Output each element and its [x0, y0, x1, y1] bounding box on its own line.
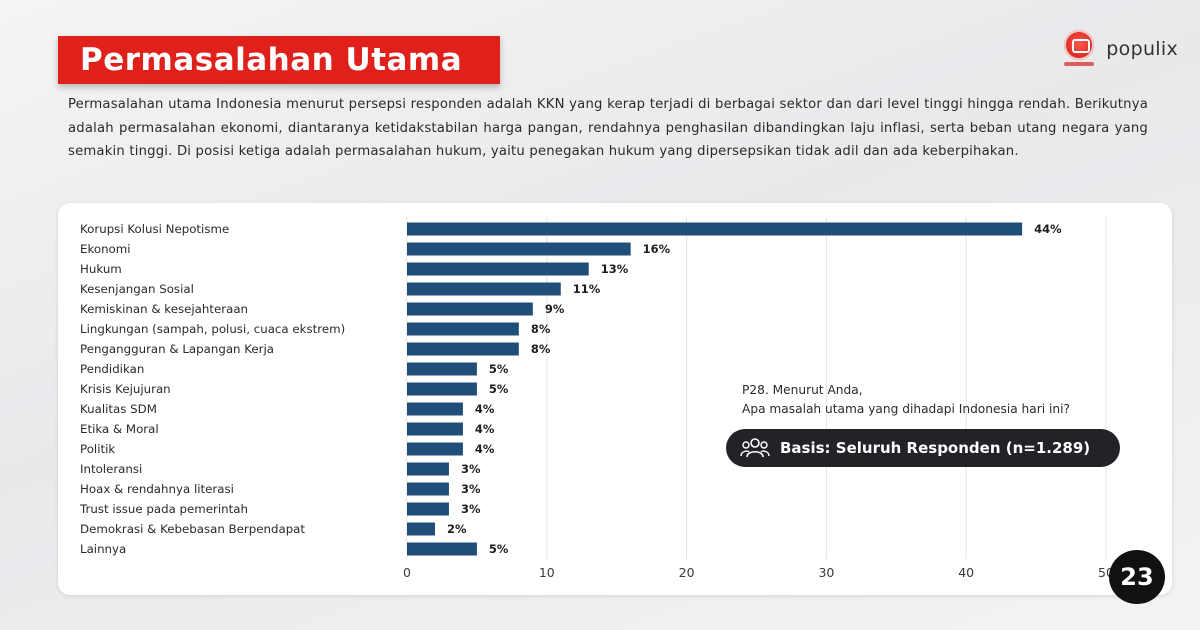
bar [407, 502, 449, 516]
x-tick-label: 30 [818, 565, 834, 580]
value-label: 16% [643, 242, 671, 256]
category-label: Kualitas SDM [80, 402, 157, 416]
category-label: Kemiskinan & kesejahteraan [80, 302, 248, 316]
value-label: 13% [601, 262, 629, 276]
category-label: Ekonomi [80, 242, 131, 256]
value-label: 5% [489, 542, 509, 556]
category-label: Kesenjangan Sosial [80, 282, 194, 296]
value-label: 8% [531, 342, 551, 356]
category-label: Demokrasi & Kebebasan Berpendapat [80, 522, 305, 536]
basis-label: Basis: Seluruh Responden (n=1.289) [780, 439, 1091, 457]
x-tick-label: 0 [403, 565, 411, 580]
x-tick-label: 40 [958, 565, 974, 580]
question-line-1: P28. Menurut Anda, [742, 383, 863, 397]
bar [407, 482, 449, 496]
category-label: Krisis Kejujuran [80, 382, 171, 396]
bar [407, 422, 463, 436]
value-label: 4% [475, 422, 495, 436]
category-label: Pengangguran & Lapangan Kerja [80, 342, 274, 356]
bar [407, 542, 477, 556]
category-label: Pendidikan [80, 362, 144, 376]
page-number-badge: 23 [1109, 550, 1165, 604]
value-label: 4% [475, 402, 495, 416]
value-label: 44% [1034, 222, 1062, 236]
bar [407, 522, 435, 536]
x-tick-label: 20 [679, 565, 695, 580]
bar [407, 382, 477, 396]
intro-paragraph: Permasalahan utama Indonesia menurut per… [68, 97, 1148, 159]
category-label: Lingkungan (sampah, polusi, cuaca ekstre… [80, 322, 345, 336]
question-line-2: Apa masalah utama yang dihadapi Indonesi… [742, 402, 1070, 416]
category-label: Hoax & rendahnya literasi [80, 482, 234, 496]
value-label: 3% [461, 482, 481, 496]
people-icon [740, 438, 770, 458]
category-label: Trust issue pada pemerintah [79, 502, 248, 516]
basis-badge: Basis: Seluruh Responden (n=1.289) [726, 429, 1120, 467]
value-label: 11% [573, 282, 601, 296]
category-label: Politik [80, 442, 115, 456]
brand-logo: populix [1106, 38, 1178, 60]
x-tick-label: 10 [539, 565, 555, 580]
category-label: Korupsi Kolusi Nepotisme [80, 222, 229, 236]
category-label: Hukum [80, 262, 122, 276]
bar [407, 322, 519, 336]
value-label: 3% [461, 462, 481, 476]
value-label: 4% [475, 442, 495, 456]
chart-card: 0 10 20 30 40 50 Korupsi Kolusi Nepotisme 44% Ek… [58, 203, 1172, 595]
bar [407, 222, 1023, 236]
bar [407, 262, 589, 276]
question-text: P28. Menurut Anda, Apa masalah utama yan… [742, 381, 1070, 419]
bar [407, 282, 561, 296]
title-banner: Permasalahan Utama [58, 36, 500, 84]
bar [407, 242, 631, 256]
value-label: 5% [489, 362, 509, 376]
category-label: Etika & Moral [80, 422, 159, 436]
bar [407, 442, 463, 456]
value-label: 9% [545, 302, 565, 316]
bar [407, 302, 533, 316]
page-title: Permasalahan Utama [80, 42, 463, 78]
value-label: 2% [447, 522, 467, 536]
bar [407, 462, 449, 476]
value-label: 3% [461, 502, 481, 516]
value-label: 5% [489, 382, 509, 396]
value-label: 8% [531, 322, 551, 336]
category-label: Intoleransi [80, 462, 142, 476]
bar [407, 362, 477, 376]
seal-logo [1064, 30, 1095, 68]
bar [407, 402, 463, 416]
page-number: 23 [1120, 563, 1154, 591]
category-label: Lainnya [80, 542, 126, 556]
bar [407, 342, 519, 356]
logos: populix [1064, 30, 1178, 68]
